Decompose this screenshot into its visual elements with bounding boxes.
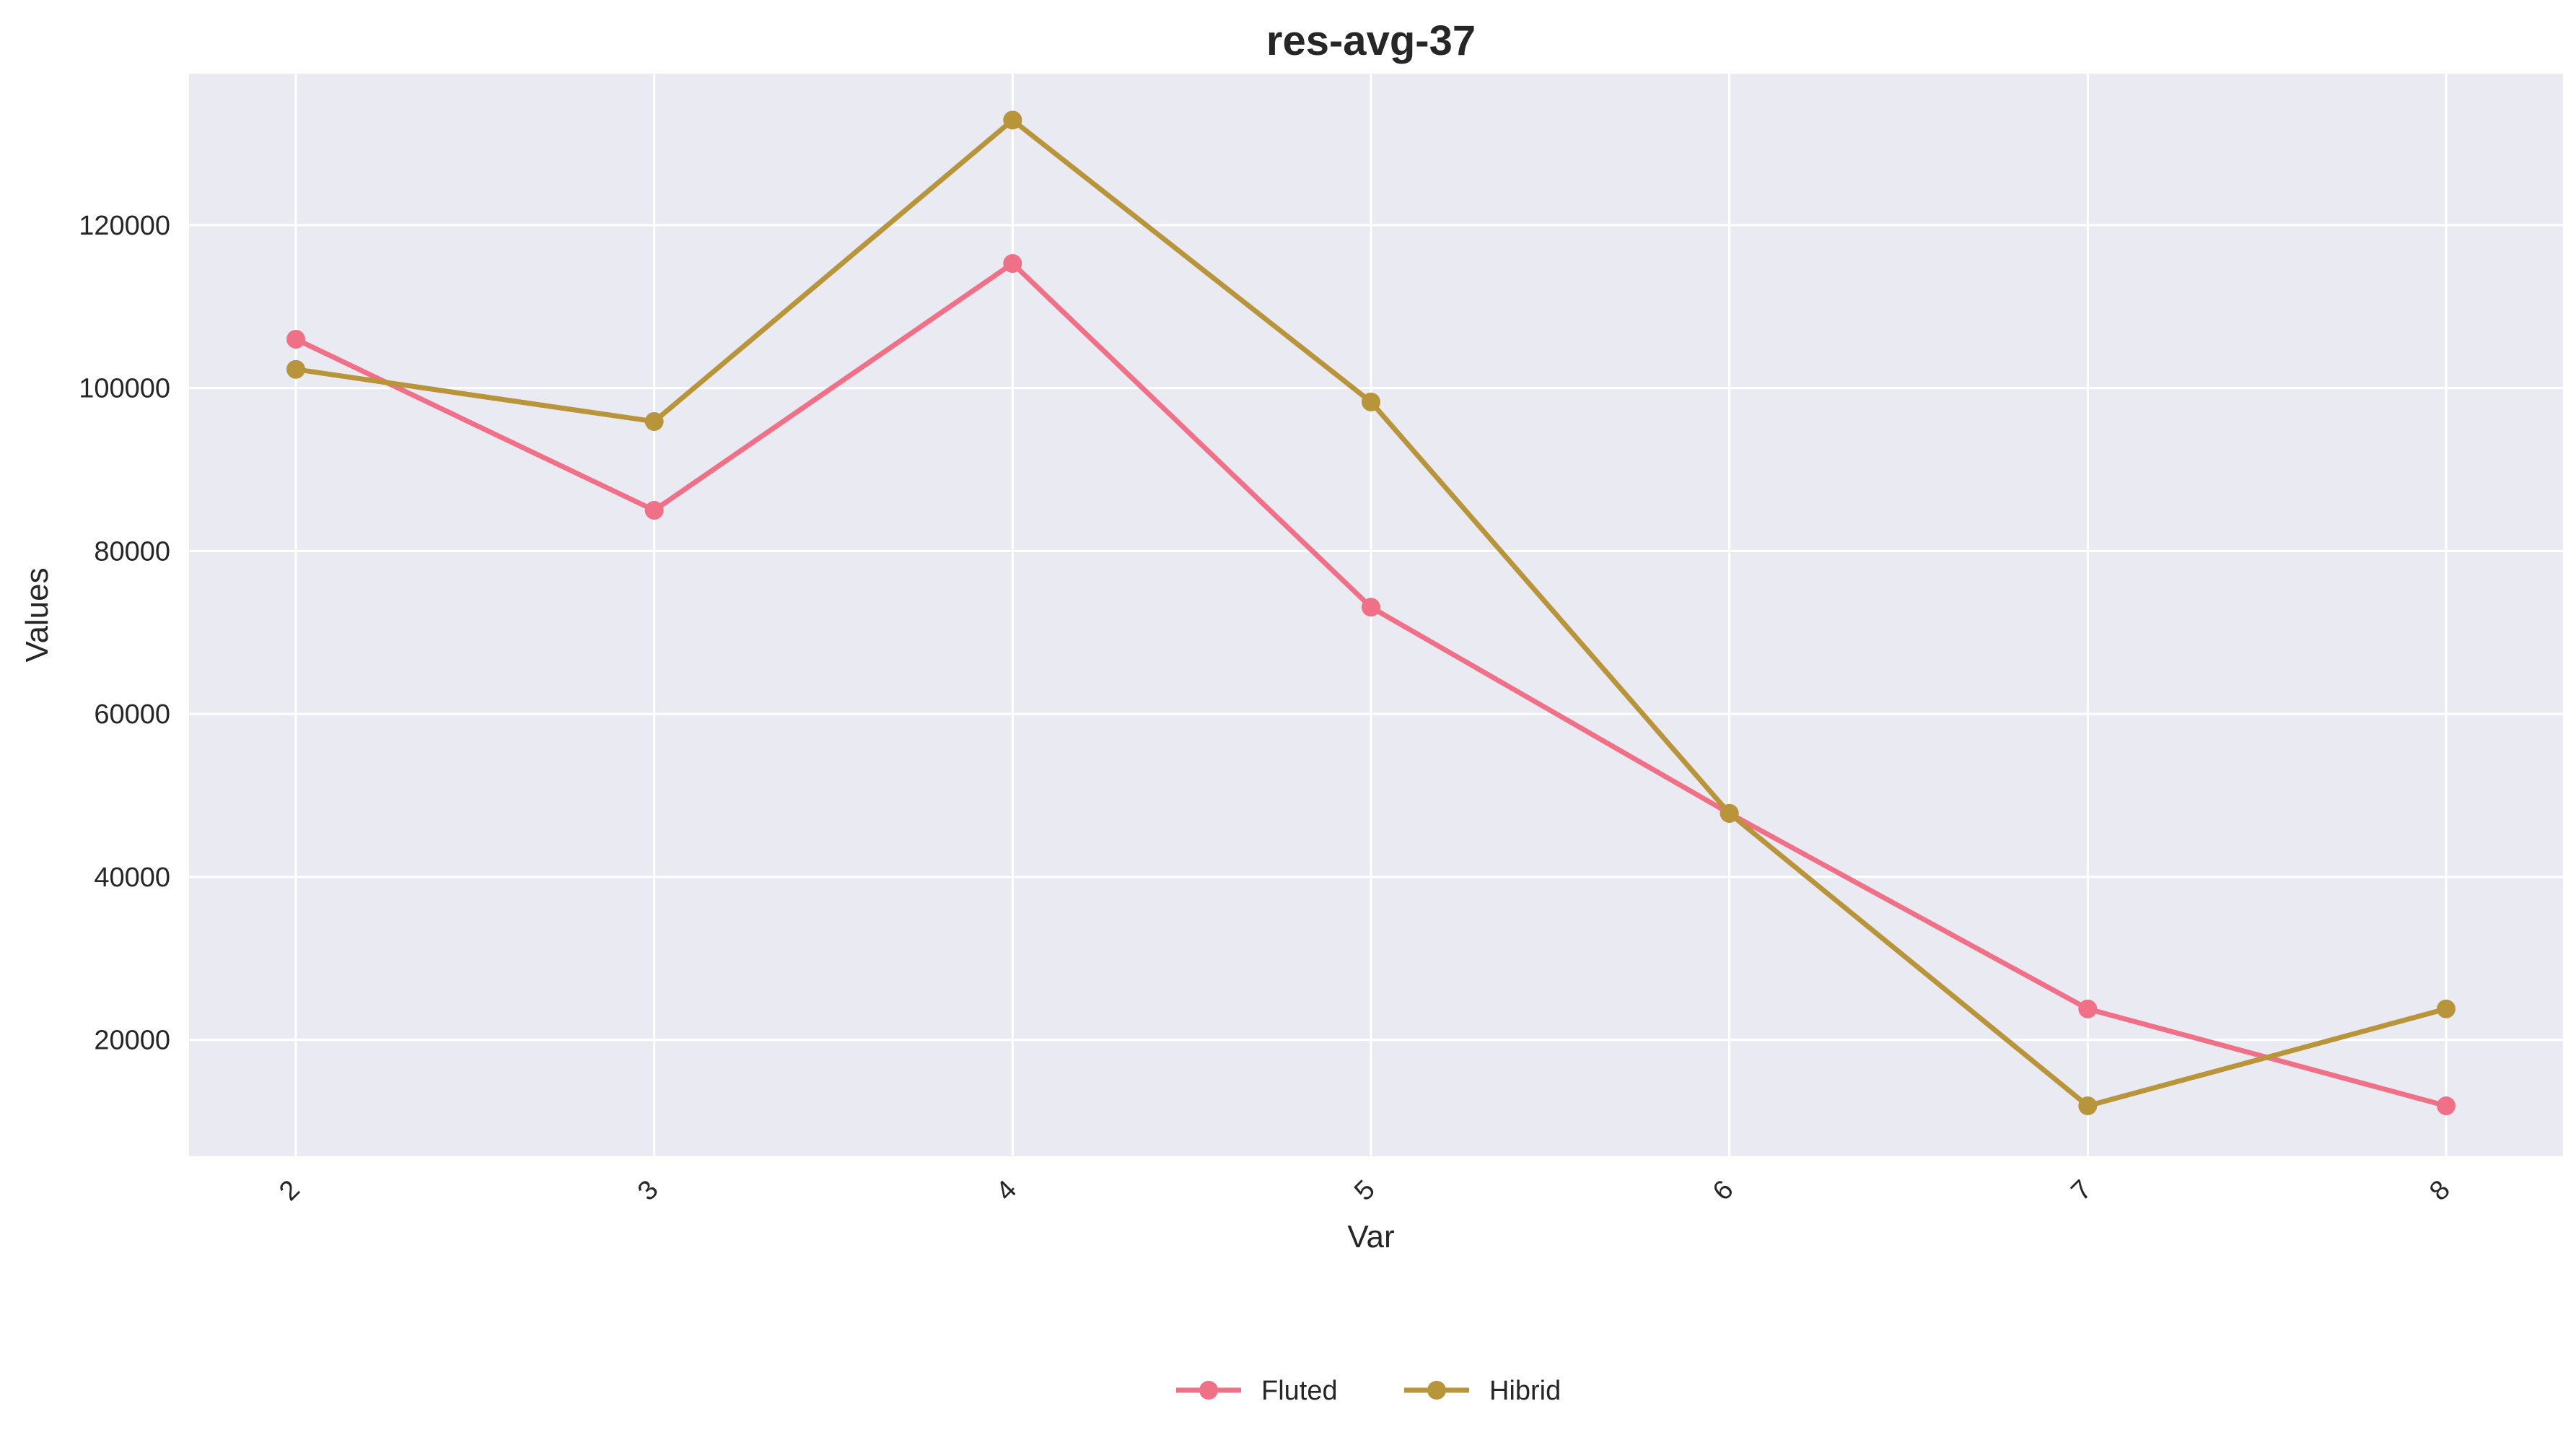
data-point [2078, 999, 2098, 1018]
x-tick-label: 2 [273, 1174, 306, 1207]
x-tick-label: 5 [1349, 1174, 1381, 1207]
y-axis-label: Values [19, 567, 55, 662]
legend-label: Hibrid [1489, 1376, 1561, 1406]
series-layer [286, 110, 2455, 1116]
legend-marker [1427, 1381, 1446, 1400]
x-axis-ticks: 2 3 4 5 6 7 8 [273, 1174, 2456, 1207]
legend-label: Fluted [1261, 1376, 1338, 1406]
y-axis-ticks: 20000 40000 60000 80000 100000 120000 [79, 211, 170, 1056]
x-tick-label: 6 [1707, 1174, 1740, 1207]
y-tick-label: 20000 [94, 1026, 170, 1056]
y-tick-label: 40000 [94, 863, 170, 893]
data-point [1003, 110, 1022, 130]
legend: Fluted Hibrid [1176, 1376, 1561, 1406]
data-point [2078, 1096, 2098, 1116]
y-tick-label: 80000 [94, 536, 170, 567]
data-point [1362, 598, 1380, 617]
legend-item: Fluted [1176, 1376, 1338, 1406]
y-tick-label: 60000 [94, 699, 170, 730]
legend-item: Hibrid [1404, 1376, 1561, 1406]
x-tick-label: 7 [2066, 1174, 2098, 1207]
x-tick-label: 4 [991, 1174, 1023, 1207]
data-point [2437, 1096, 2455, 1116]
y-tick-label: 100000 [79, 374, 170, 404]
chart-title: res-avg-37 [1266, 17, 1476, 64]
data-point [1362, 392, 1380, 411]
x-axis-label: Var [1347, 1219, 1394, 1254]
x-tick-label: 8 [2424, 1174, 2456, 1207]
legend-marker [1199, 1381, 1218, 1400]
data-point [286, 359, 305, 379]
data-point [286, 329, 305, 349]
x-tick-label: 3 [632, 1174, 665, 1207]
data-point [644, 411, 664, 431]
y-tick-label: 120000 [79, 211, 170, 241]
data-point [2437, 999, 2455, 1018]
data-point [1003, 253, 1022, 273]
series-hibrid [286, 110, 2455, 1116]
data-point [1719, 803, 1739, 823]
data-point [644, 500, 664, 520]
